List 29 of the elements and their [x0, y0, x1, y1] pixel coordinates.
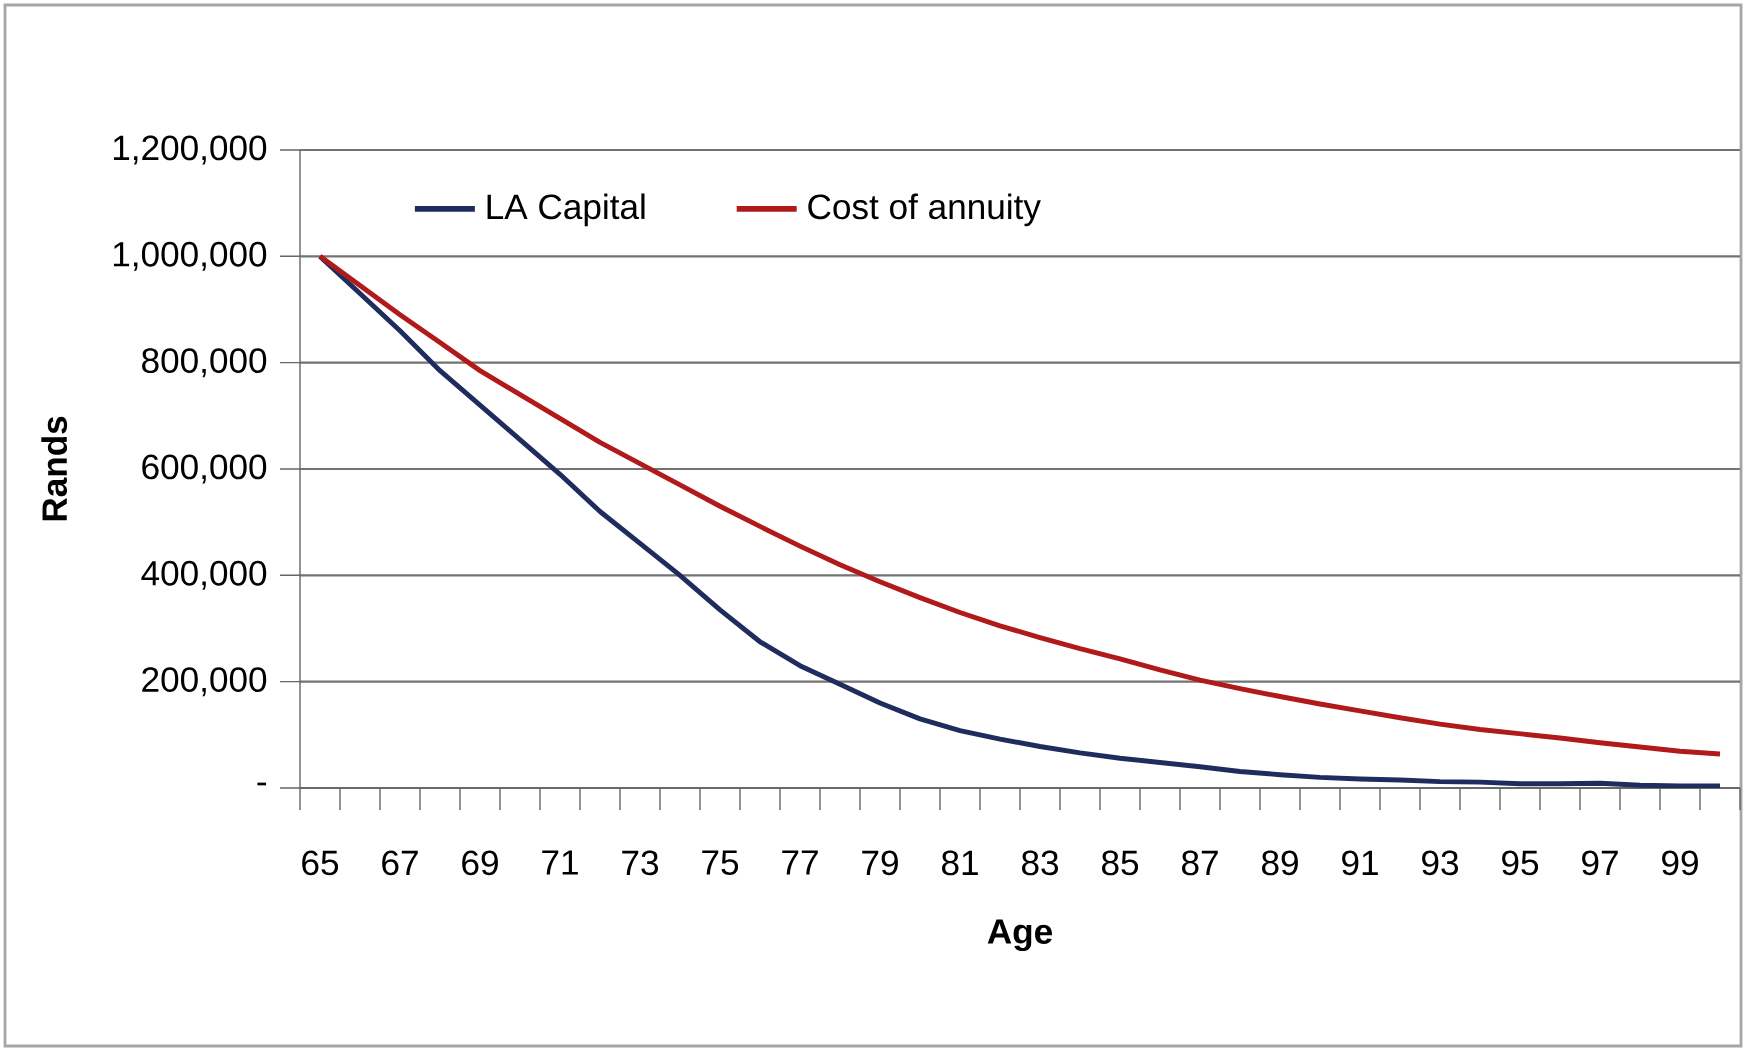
- x-axis-title: Age: [987, 919, 1053, 952]
- x-tick-label: 97: [1582, 850, 1618, 876]
- x-tick-label: 95: [1502, 850, 1539, 876]
- y-tick-label: 1,000,000: [113, 241, 267, 271]
- x-tick-label: 73: [622, 850, 659, 876]
- x-tick-label: 99: [1662, 850, 1698, 876]
- x-tick-label: 67: [382, 850, 418, 876]
- y-tick-label: -: [257, 782, 267, 786]
- x-tick-label: 69: [462, 850, 498, 876]
- y-tick-label: 800,000: [142, 348, 267, 378]
- y-tick-label: 200,000: [142, 667, 267, 697]
- x-tick-label: 93: [1422, 850, 1459, 876]
- x-tick-label: 83: [1022, 850, 1059, 876]
- x-tick-label: 91: [1342, 850, 1378, 876]
- x-tick-label: 87: [1182, 850, 1218, 876]
- x-tick-label: 75: [702, 850, 739, 875]
- y-tick-label: 600,000: [142, 454, 267, 484]
- legend-label: LA Capital: [487, 193, 645, 227]
- x-tick-label: 79: [862, 850, 898, 876]
- legend-label: Cost of annuity: [808, 193, 1041, 227]
- x-tick-label: 77: [782, 850, 818, 875]
- x-tick-label: 65: [302, 850, 339, 876]
- y-tick-label: 400,000: [141, 560, 267, 590]
- x-tick-label: 81: [942, 850, 978, 876]
- x-tick-label: 85: [1102, 850, 1139, 876]
- y-tick-label: 1,200,000: [113, 135, 267, 165]
- x-tick-label: 71: [542, 850, 578, 875]
- y-axis-title: Rands: [41, 416, 68, 521]
- x-tick-label: 89: [1262, 850, 1298, 876]
